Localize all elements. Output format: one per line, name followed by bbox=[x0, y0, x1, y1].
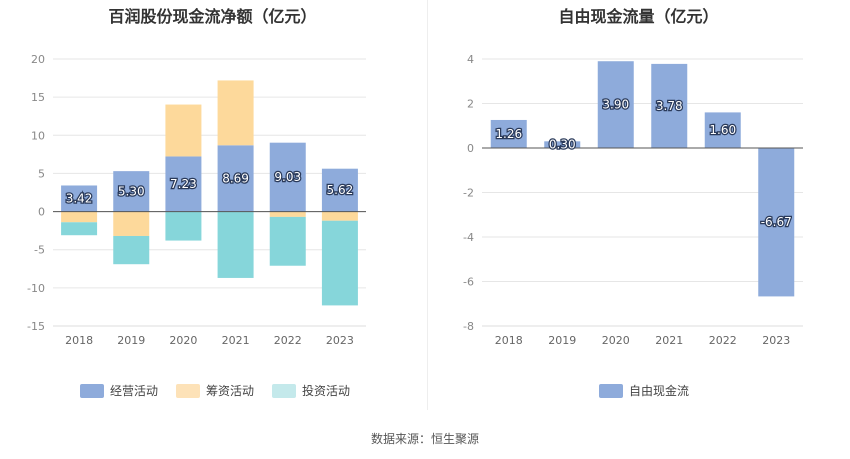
bar-operating bbox=[217, 145, 254, 212]
bar-operating bbox=[269, 142, 306, 212]
y-tick-label: 10 bbox=[31, 129, 45, 142]
legend-label-operating: 经营活动 bbox=[110, 384, 159, 398]
y-tick-label: 0 bbox=[38, 206, 45, 219]
bar-operating bbox=[321, 168, 358, 212]
bar-free-cash-flow bbox=[544, 141, 581, 148]
legend-item-operating[interactable]: 经营活动 bbox=[80, 382, 158, 399]
x-tick-label: 2022 bbox=[274, 334, 302, 347]
x-tick-label: 2021 bbox=[222, 334, 250, 347]
y-tick-label: -10 bbox=[27, 282, 45, 295]
y-tick-label: -6 bbox=[463, 276, 474, 289]
bar-financing bbox=[113, 211, 150, 236]
data-label: -6.67 bbox=[761, 215, 792, 229]
legend-swatch-free-cash-flow bbox=[599, 383, 623, 398]
data-label: 5.62 bbox=[327, 183, 354, 197]
bar-free-cash-flow bbox=[704, 112, 741, 148]
x-tick-label: 2023 bbox=[762, 334, 790, 347]
bar-financing bbox=[217, 80, 254, 146]
y-tick-label: 2 bbox=[467, 98, 474, 111]
x-tick-label: 2020 bbox=[169, 334, 197, 347]
bar-free-cash-flow bbox=[597, 61, 634, 148]
legend-label-investing: 投资活动 bbox=[302, 384, 351, 398]
bar-operating bbox=[165, 156, 202, 212]
y-tick-label: 20 bbox=[31, 53, 45, 66]
bar-financing bbox=[61, 211, 98, 223]
data-label: 1.60 bbox=[709, 123, 736, 137]
y-tick-label: -2 bbox=[463, 187, 474, 200]
bar-investing bbox=[321, 220, 358, 306]
bar-free-cash-flow bbox=[651, 63, 688, 148]
x-tick-label: 2018 bbox=[65, 334, 93, 347]
y-tick-label: 0 bbox=[467, 142, 474, 155]
data-source-note: 数据来源：恒生聚源 bbox=[370, 432, 479, 446]
bar-financing bbox=[269, 211, 306, 217]
bar-investing bbox=[217, 211, 254, 278]
legend-label-financing: 筹资活动 bbox=[206, 384, 255, 398]
legend-label-free-cash-flow: 自由现金流 bbox=[629, 384, 690, 398]
data-label: 1.26 bbox=[495, 127, 522, 141]
right-legend: 自由现金流 bbox=[599, 382, 689, 399]
legend-item-free-cash-flow[interactable]: 自由现金流 bbox=[599, 382, 689, 399]
left-legend: 经营活动 筹资活动 投资活动 bbox=[80, 382, 350, 399]
data-label: 7.23 bbox=[170, 177, 197, 191]
bar-financing bbox=[321, 211, 358, 221]
legend-item-financing[interactable]: 筹资活动 bbox=[176, 382, 254, 399]
right-chart-title: 自由现金流量（亿元） bbox=[558, 7, 719, 26]
bar-free-cash-flow bbox=[758, 148, 795, 297]
y-tick-label: 4 bbox=[467, 53, 474, 66]
legend-swatch-investing bbox=[272, 383, 297, 398]
panel-divider bbox=[427, 0, 428, 410]
bar-investing bbox=[61, 222, 98, 236]
bar-operating bbox=[113, 171, 150, 212]
x-tick-label: 2023 bbox=[326, 334, 354, 347]
bar-investing bbox=[165, 211, 202, 241]
y-tick-label: 5 bbox=[38, 167, 45, 180]
y-tick-label: -15 bbox=[27, 320, 45, 333]
x-tick-label: 2022 bbox=[709, 334, 737, 347]
bar-financing bbox=[165, 104, 202, 157]
x-tick-label: 2018 bbox=[495, 334, 523, 347]
legend-swatch-financing bbox=[176, 383, 201, 398]
x-tick-label: 2020 bbox=[602, 334, 630, 347]
legend-item-investing[interactable]: 投资活动 bbox=[272, 382, 350, 399]
data-label: 9.03 bbox=[274, 170, 301, 184]
left-chart-title: 百润股份现金流净额（亿元） bbox=[108, 7, 317, 26]
y-tick-label: -8 bbox=[463, 320, 474, 333]
legend-swatch-operating bbox=[80, 383, 104, 398]
data-label: 8.69 bbox=[222, 171, 249, 185]
bar-operating bbox=[61, 185, 98, 212]
x-tick-label: 2021 bbox=[655, 334, 683, 347]
data-label: 0.30 bbox=[549, 138, 576, 152]
data-label: 5.30 bbox=[118, 184, 145, 198]
y-tick-label: -5 bbox=[34, 244, 45, 257]
bar-free-cash-flow bbox=[490, 119, 527, 148]
x-tick-label: 2019 bbox=[548, 334, 576, 347]
data-label: 3.78 bbox=[656, 99, 683, 113]
y-tick-label: -4 bbox=[463, 231, 474, 244]
x-tick-label: 2019 bbox=[117, 334, 145, 347]
data-label: 3.90 bbox=[602, 98, 629, 112]
data-label: 3.42 bbox=[66, 192, 93, 206]
bar-investing bbox=[269, 216, 306, 266]
bar-investing bbox=[113, 235, 150, 265]
y-tick-label: 15 bbox=[31, 91, 45, 104]
